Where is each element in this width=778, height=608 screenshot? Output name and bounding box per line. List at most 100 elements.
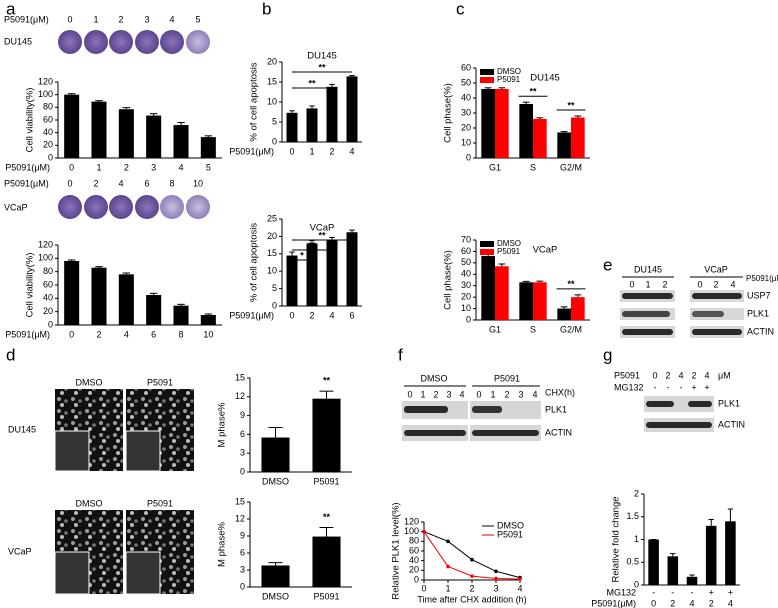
row-label: DU145 [8,424,36,434]
band-label: PLK1 [545,404,567,414]
bar [481,256,495,320]
bar [146,295,162,325]
y-tick-label: 60 [409,545,419,555]
significance-label: ** [308,240,316,250]
bar [261,565,290,587]
bar [312,398,341,472]
dose: 4 [169,14,174,24]
time: 2 [504,389,509,399]
dose: 5 [195,14,200,24]
y-tick-label: 120 [404,516,419,526]
y-tick-label: 70 [461,234,471,244]
row-label: P5091 [614,370,640,380]
y-tick-label: 20 [267,56,277,66]
bar [91,267,107,325]
column-label: P5091 [147,498,173,508]
x-tick-label: P5091 [313,591,339,601]
significance-label: ** [323,512,331,522]
x-tick-label: 2 [329,146,334,156]
y-tick-label: 0 [466,152,471,162]
dose: + [691,382,696,392]
x-row-value: - [691,587,694,597]
dish [186,30,210,54]
dose: 2 [93,178,98,188]
y-tick-label: 100 [38,89,53,99]
band [472,406,502,413]
x-tick-label: G1 [489,162,501,172]
significance-label: ** [529,87,537,97]
x-tick-label: 6 [349,310,354,320]
y-tick-label: 30 [461,107,471,117]
band [692,311,724,317]
x-tick-label: 3 [151,162,156,172]
y-tick-label: 10 [461,137,471,147]
column-label: DMSO [76,498,103,508]
y-tick-label: 20 [267,231,277,241]
x-tick-label: 8 [178,329,183,339]
x-tick-label: 4 [329,310,334,320]
time: 3 [446,389,451,399]
bar [533,282,547,320]
x-tick-label: 0 [69,329,74,339]
western-blot: P5091 0 2 4 2 4 μM MG132 - - - + + PLK1 … [614,370,745,432]
significance-label: ** [567,279,575,289]
x-tick-label: 4 [178,162,183,172]
y-tick-label: 20 [43,140,53,150]
y-tick-label: 60 [43,279,53,289]
x-tick-label: 6 [151,329,156,339]
blot-band [644,396,714,412]
bar [286,255,298,306]
panel-label: e [603,255,612,274]
dose: + [704,382,709,392]
y-tick-label: 15 [235,496,245,506]
y-tick-label: 80 [43,266,53,276]
y-axis-label: Relative fold change [611,496,622,582]
bar [571,117,585,158]
x-tick-label: 4 [517,583,522,593]
bar [571,297,585,320]
legend-label: P5091 [497,247,521,256]
dose: 1 [645,279,650,289]
x-tick-label: G2/M [560,162,582,172]
dose: 2 [665,370,670,380]
significance-label: ** [308,78,316,88]
y-tick-label: 10 [267,266,277,276]
bar [686,576,698,585]
dish [58,30,82,54]
y-tick-label: 9 [240,530,245,540]
band [692,329,742,335]
y-tick-label: 0 [240,466,245,476]
marker [470,557,474,562]
band [646,422,712,428]
marker [494,569,498,574]
bar [495,89,509,158]
bar [118,274,134,325]
chart-title: VCaP [533,245,558,256]
marker [446,564,450,569]
dose: - [654,382,657,392]
y-tick-label: 9 [240,410,245,420]
dish [160,30,184,54]
western-blot: DMSO P5091 0 1 2 3 4 0 1 2 3 4 CHX(h) PL… [402,373,575,441]
y-tick-label: 20 [409,565,419,575]
dish [84,195,108,219]
dish [135,30,159,54]
y-tick-label: 40 [461,92,471,102]
dish-row: P5091(μM) 0 1 2 3 4 5 DU145 [4,14,210,54]
axis-label: CHX(h) [545,387,575,397]
inset [125,551,161,595]
bar [261,437,290,472]
dish [186,195,210,219]
bar [200,315,216,325]
x-tick-label: P5091 [313,476,339,486]
dose: 4 [704,370,709,380]
bar [533,119,547,158]
y-tick-label: 40 [43,127,53,137]
unit: μM [718,370,731,380]
time: 4 [532,389,537,399]
y-tick-label: 0 [240,581,245,591]
y-tick-label: 0 [466,314,471,324]
dose: 0 [652,370,657,380]
y-tick-label: 120 [38,239,53,249]
